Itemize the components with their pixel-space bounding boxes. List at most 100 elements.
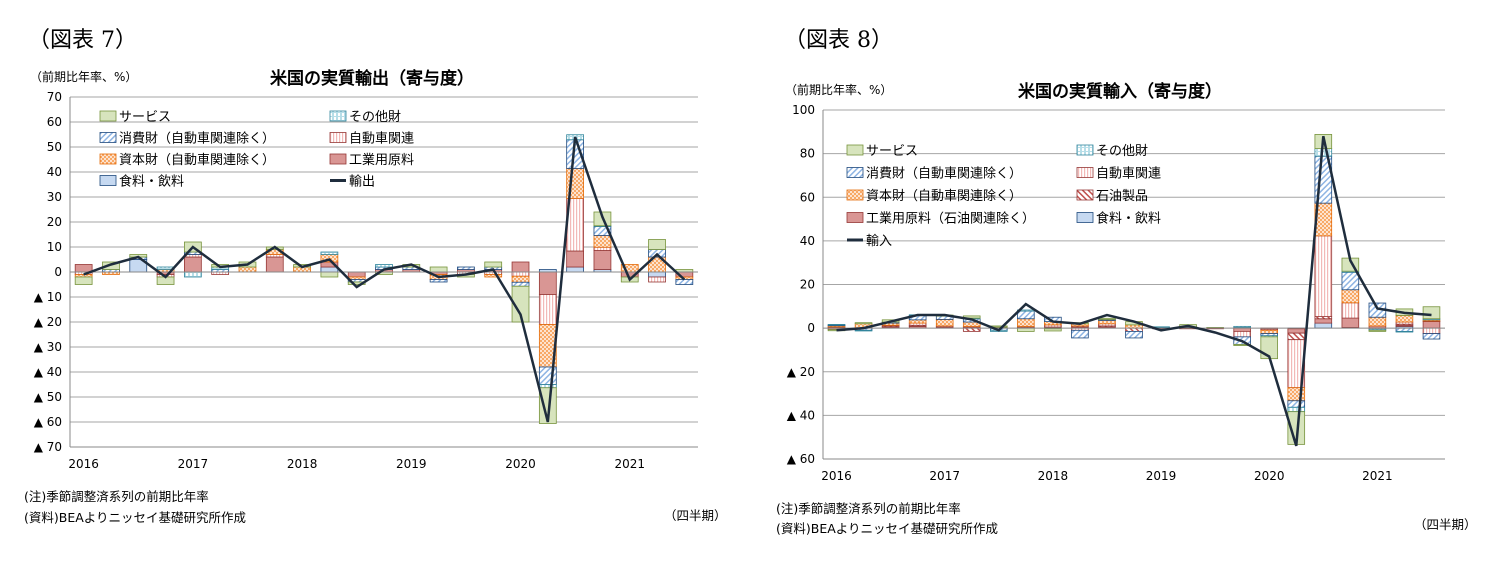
legend-item: サービス bbox=[99, 110, 171, 125]
legend-item: 消費財（自動車関連除く） bbox=[99, 132, 275, 147]
bar-segment bbox=[320, 251, 339, 255]
legend-swatch bbox=[846, 189, 864, 201]
legend-label: その他財 bbox=[349, 110, 401, 125]
y-tick-label: 80 bbox=[800, 147, 815, 161]
legend-label: 輸入 bbox=[866, 234, 892, 249]
bar-segment bbox=[1395, 315, 1414, 323]
bar-segment bbox=[1422, 321, 1441, 329]
bar-segment bbox=[74, 264, 93, 273]
x-tick-label: 2016 bbox=[821, 469, 852, 483]
legend-swatch bbox=[329, 132, 347, 143]
legend-swatch bbox=[1076, 212, 1094, 223]
x-tick-label: 2020 bbox=[505, 457, 536, 471]
y-tick-label: 100 bbox=[792, 103, 815, 117]
legend-item: 石油製品 bbox=[1076, 189, 1148, 204]
y-axis-unit: （前期比年率、%） bbox=[785, 83, 893, 97]
bar-segment bbox=[429, 279, 448, 283]
x-tick-label: 2017 bbox=[178, 457, 209, 471]
y-tick-label: 30 bbox=[47, 190, 62, 204]
y-tick-label: 70 bbox=[47, 90, 62, 104]
legend-item: 消費財（自動車関連除く） bbox=[846, 167, 1022, 182]
bar-segment bbox=[648, 239, 666, 250]
bar-segment bbox=[1287, 328, 1306, 334]
chart-title: 米国の実質輸出（寄与度） bbox=[270, 69, 474, 89]
bar-segment bbox=[593, 235, 612, 248]
legend-item: 自動車関連 bbox=[329, 132, 414, 147]
bar-segment bbox=[538, 271, 557, 295]
legend-label: 自動車関連 bbox=[1096, 167, 1161, 182]
bar-segment bbox=[1098, 320, 1116, 325]
y-tick-label: 60 bbox=[800, 190, 815, 204]
exports-chart: 70 60 50 40 30 20 10 0 ▲ 10 ▲ 20 ▲ 30 ▲ 40 ▲ 50 ▲ 60 ▲… bbox=[34, 90, 698, 471]
legend-item: 輸出 bbox=[330, 175, 375, 190]
y-tick-label: 20 bbox=[800, 278, 815, 292]
bar-segment bbox=[593, 250, 612, 270]
bar-segment bbox=[1368, 329, 1387, 332]
bar-segment bbox=[184, 271, 202, 278]
note: (注)季節調整済系列の前期比年率 bbox=[24, 489, 209, 504]
bar-segment bbox=[1422, 327, 1441, 334]
y-tick-label: 0 bbox=[54, 265, 62, 279]
y-tick-label: ▲ 70 bbox=[34, 440, 62, 454]
y-tick-label: ▲ 60 bbox=[34, 415, 62, 429]
y-tick-label: ▲ 40 bbox=[787, 408, 815, 422]
y-tick-label: ▲ 40 bbox=[34, 365, 62, 379]
period-label: （四半期） bbox=[664, 508, 727, 523]
y-tick-label: 20 bbox=[47, 215, 62, 229]
legend-swatch bbox=[1076, 189, 1094, 201]
bar-segment bbox=[1125, 330, 1143, 339]
legend-swatch bbox=[329, 110, 347, 122]
bar-segment bbox=[648, 271, 666, 278]
bar-segment bbox=[675, 279, 694, 285]
legend-swatch bbox=[1076, 144, 1094, 156]
bar-segment bbox=[648, 276, 666, 283]
bar-segment bbox=[1368, 316, 1387, 327]
bar-segment bbox=[1017, 310, 1035, 320]
bar-segment bbox=[238, 266, 257, 273]
legend-item: 食料・飲料 bbox=[1076, 211, 1161, 227]
bar-segment bbox=[1395, 330, 1414, 333]
legend-label: 食料・飲料 bbox=[119, 174, 184, 190]
y-tick-label: 50 bbox=[47, 140, 62, 154]
legend-label: 資本財（自動車関連除く） bbox=[119, 153, 275, 168]
bar-segment bbox=[1341, 317, 1360, 328]
bar-segment bbox=[1260, 329, 1279, 334]
bar-segment bbox=[1341, 289, 1360, 304]
x-tick-label: 2021 bbox=[614, 457, 645, 471]
bar-segment bbox=[511, 281, 530, 287]
imports-chart: 100 80 60 40 20 0 ▲ 20 ▲ 40 ▲ 60 2016 2017 2018 2019… bbox=[787, 103, 1445, 483]
y-tick-label: ▲ 10 bbox=[34, 290, 62, 304]
x-tick-label: 2021 bbox=[1362, 469, 1393, 483]
bar-segment bbox=[1314, 322, 1333, 329]
bar-segment bbox=[1287, 400, 1306, 408]
legend-label: サービス bbox=[119, 110, 171, 125]
legend-swatch bbox=[99, 110, 117, 122]
total-line bbox=[836, 135, 1432, 447]
bar-segment bbox=[1071, 329, 1089, 339]
bar-segment bbox=[511, 261, 530, 273]
x-tick-label: 2018 bbox=[287, 457, 318, 471]
legend-label: 消費財（自動車関連除く） bbox=[119, 132, 275, 147]
bar-segment bbox=[347, 271, 366, 278]
legend-item: サービス bbox=[846, 144, 918, 159]
bar-segment bbox=[511, 275, 530, 283]
legend-swatch bbox=[99, 175, 117, 186]
bar-segment bbox=[74, 276, 93, 285]
bar-segment bbox=[1098, 317, 1116, 320]
legend-label: 工業用原料（石油関連除く） bbox=[866, 211, 1035, 227]
bar-segment bbox=[538, 384, 557, 389]
bar-segment bbox=[320, 271, 339, 278]
bar-segment bbox=[1314, 235, 1333, 317]
bar-segment bbox=[1422, 333, 1441, 340]
total-line bbox=[83, 136, 686, 423]
legend-swatch bbox=[99, 132, 117, 143]
chart-title: 米国の実質輸入（寄与度） bbox=[1018, 82, 1222, 102]
bar-segment bbox=[429, 266, 448, 273]
legend-swatch bbox=[846, 212, 864, 223]
legend-label: 資本財（自動車関連除く） bbox=[866, 189, 1022, 204]
legend-item: 輸入 bbox=[847, 234, 892, 249]
legend-item: 資本財（自動車関連除く） bbox=[99, 153, 275, 168]
y-axis-unit: （前期比年率、%） bbox=[30, 70, 138, 84]
legend-item: その他財 bbox=[1076, 144, 1148, 159]
legend-swatch bbox=[99, 153, 117, 165]
